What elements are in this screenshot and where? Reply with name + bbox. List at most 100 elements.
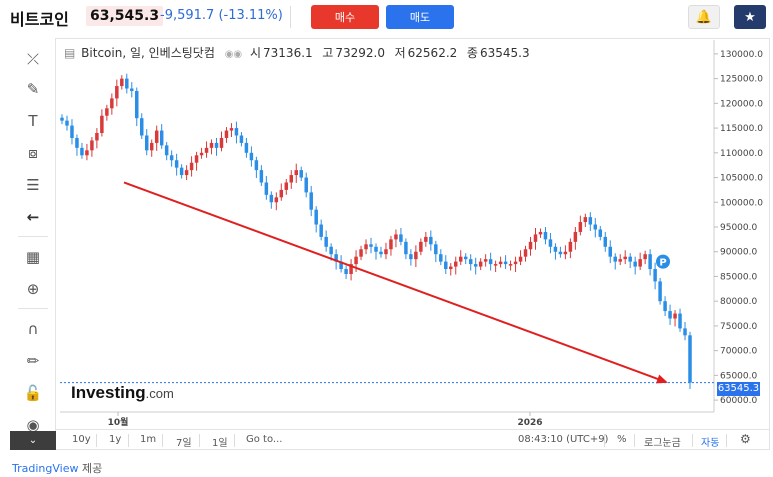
provider-link[interactable]: TradingView	[12, 462, 79, 475]
range-7d[interactable]: 7일	[176, 438, 192, 449]
candle	[229, 128, 234, 131]
candle	[214, 142, 219, 148]
y-tick-label: 100000.0	[720, 198, 763, 208]
fib-icon[interactable]: ☰	[26, 176, 40, 194]
candle	[543, 231, 548, 240]
watchlist-button[interactable]: ★	[734, 5, 766, 29]
zoom-icon[interactable]: ⊕	[26, 280, 40, 298]
candle	[359, 249, 363, 257]
divider	[128, 434, 129, 447]
close-value: 63545.3	[479, 46, 530, 60]
candle	[90, 140, 94, 151]
candle	[100, 115, 104, 134]
candle	[598, 229, 603, 237]
candle	[154, 130, 159, 143]
candle	[573, 231, 578, 242]
candle	[668, 311, 672, 319]
auto-scale-toggle[interactable]: 자동	[701, 438, 720, 449]
legend-settings-icon[interactable]: ◉◉	[224, 49, 243, 60]
provider-credit: TradingView 제공	[12, 460, 102, 476]
candle	[115, 86, 119, 99]
y-tick-label: 120000.0	[720, 99, 763, 109]
candle	[583, 217, 588, 223]
crosshair-icon[interactable]: ⤫	[26, 50, 39, 68]
low-value: 62562.2	[407, 46, 458, 60]
lock-draw-icon[interactable]: ✏	[26, 352, 40, 370]
back-icon[interactable]: ←	[26, 208, 40, 226]
candle	[120, 78, 124, 87]
candle	[663, 301, 667, 312]
candle	[478, 261, 483, 267]
range-1y[interactable]: 1y	[109, 434, 122, 445]
buy-button[interactable]: 매수	[311, 5, 379, 29]
candle	[224, 130, 229, 138]
asset-title: 비트코인	[10, 10, 69, 29]
candle	[548, 239, 553, 247]
y-tick-label: 125000.0	[720, 75, 763, 85]
candle	[683, 328, 687, 336]
candle	[234, 128, 239, 136]
candle	[608, 246, 612, 257]
range-1d[interactable]: 1일	[212, 438, 228, 449]
y-tick-label: 65000.0	[720, 371, 757, 381]
candle	[588, 217, 593, 225]
trendline-icon[interactable]: ✎	[26, 80, 40, 98]
divider	[726, 434, 727, 447]
drawing-toolbar: ⤫ ✎ T ⧇ ☰ ← ▦ ⊕ ∩ ✏ 🔓 ◉	[10, 38, 56, 450]
divider	[692, 434, 693, 447]
trend-arrow-line	[123, 181, 661, 381]
y-tick-label: 130000.0	[720, 50, 763, 60]
candle	[444, 261, 448, 270]
eye-icon[interactable]: ◉	[26, 416, 40, 434]
log-scale-toggle[interactable]: 로그눈금	[644, 438, 681, 449]
sell-button[interactable]: 매도	[386, 5, 454, 29]
legend-collapse-icon[interactable]: ▤	[64, 46, 76, 60]
candle	[538, 231, 543, 235]
goto-button[interactable]: Go to...	[246, 434, 283, 445]
candle	[110, 98, 114, 109]
candle	[613, 256, 617, 262]
candle	[384, 249, 388, 255]
candle	[528, 241, 533, 250]
candle	[513, 261, 518, 265]
divider	[162, 434, 163, 447]
toolbar-divider	[18, 308, 48, 309]
candle	[274, 197, 279, 203]
collapse-toolbar-button[interactable]: ⌄	[10, 431, 56, 450]
range-1m[interactable]: 1m	[140, 434, 157, 445]
text-icon[interactable]: T	[28, 112, 38, 130]
alert-button[interactable]: 🔔	[688, 5, 720, 29]
candle	[339, 261, 343, 270]
provider-suffix: 제공	[81, 462, 103, 475]
chevron-down-icon: ⌄	[28, 435, 38, 446]
y-tick-label: 110000.0	[720, 149, 763, 159]
divider	[634, 434, 635, 447]
candle	[399, 234, 403, 242]
candle	[135, 90, 139, 119]
candle	[60, 117, 64, 121]
high-label: 고	[322, 46, 334, 60]
y-tick-label: 75000.0	[720, 322, 757, 332]
range-10y[interactable]: 10y	[72, 434, 91, 445]
measure-icon[interactable]: ▦	[25, 248, 41, 266]
unlock-icon[interactable]: 🔓	[23, 384, 43, 402]
pattern-icon[interactable]: ⧇	[28, 144, 38, 162]
candle	[458, 256, 463, 262]
candle	[533, 234, 538, 242]
candle	[105, 108, 109, 116]
candle	[404, 241, 408, 255]
candle	[289, 175, 294, 183]
magnet-icon[interactable]: ∩	[27, 320, 39, 338]
gear-icon[interactable]: ⚙	[740, 432, 751, 446]
percent-toggle[interactable]: %	[617, 434, 627, 445]
candle	[488, 259, 493, 265]
candle	[164, 145, 169, 156]
candle	[518, 256, 523, 262]
candle	[409, 254, 413, 260]
open-label: 시	[249, 46, 262, 60]
candle	[468, 259, 473, 265]
divider	[199, 434, 200, 447]
candle	[643, 254, 647, 260]
candle	[354, 256, 358, 265]
